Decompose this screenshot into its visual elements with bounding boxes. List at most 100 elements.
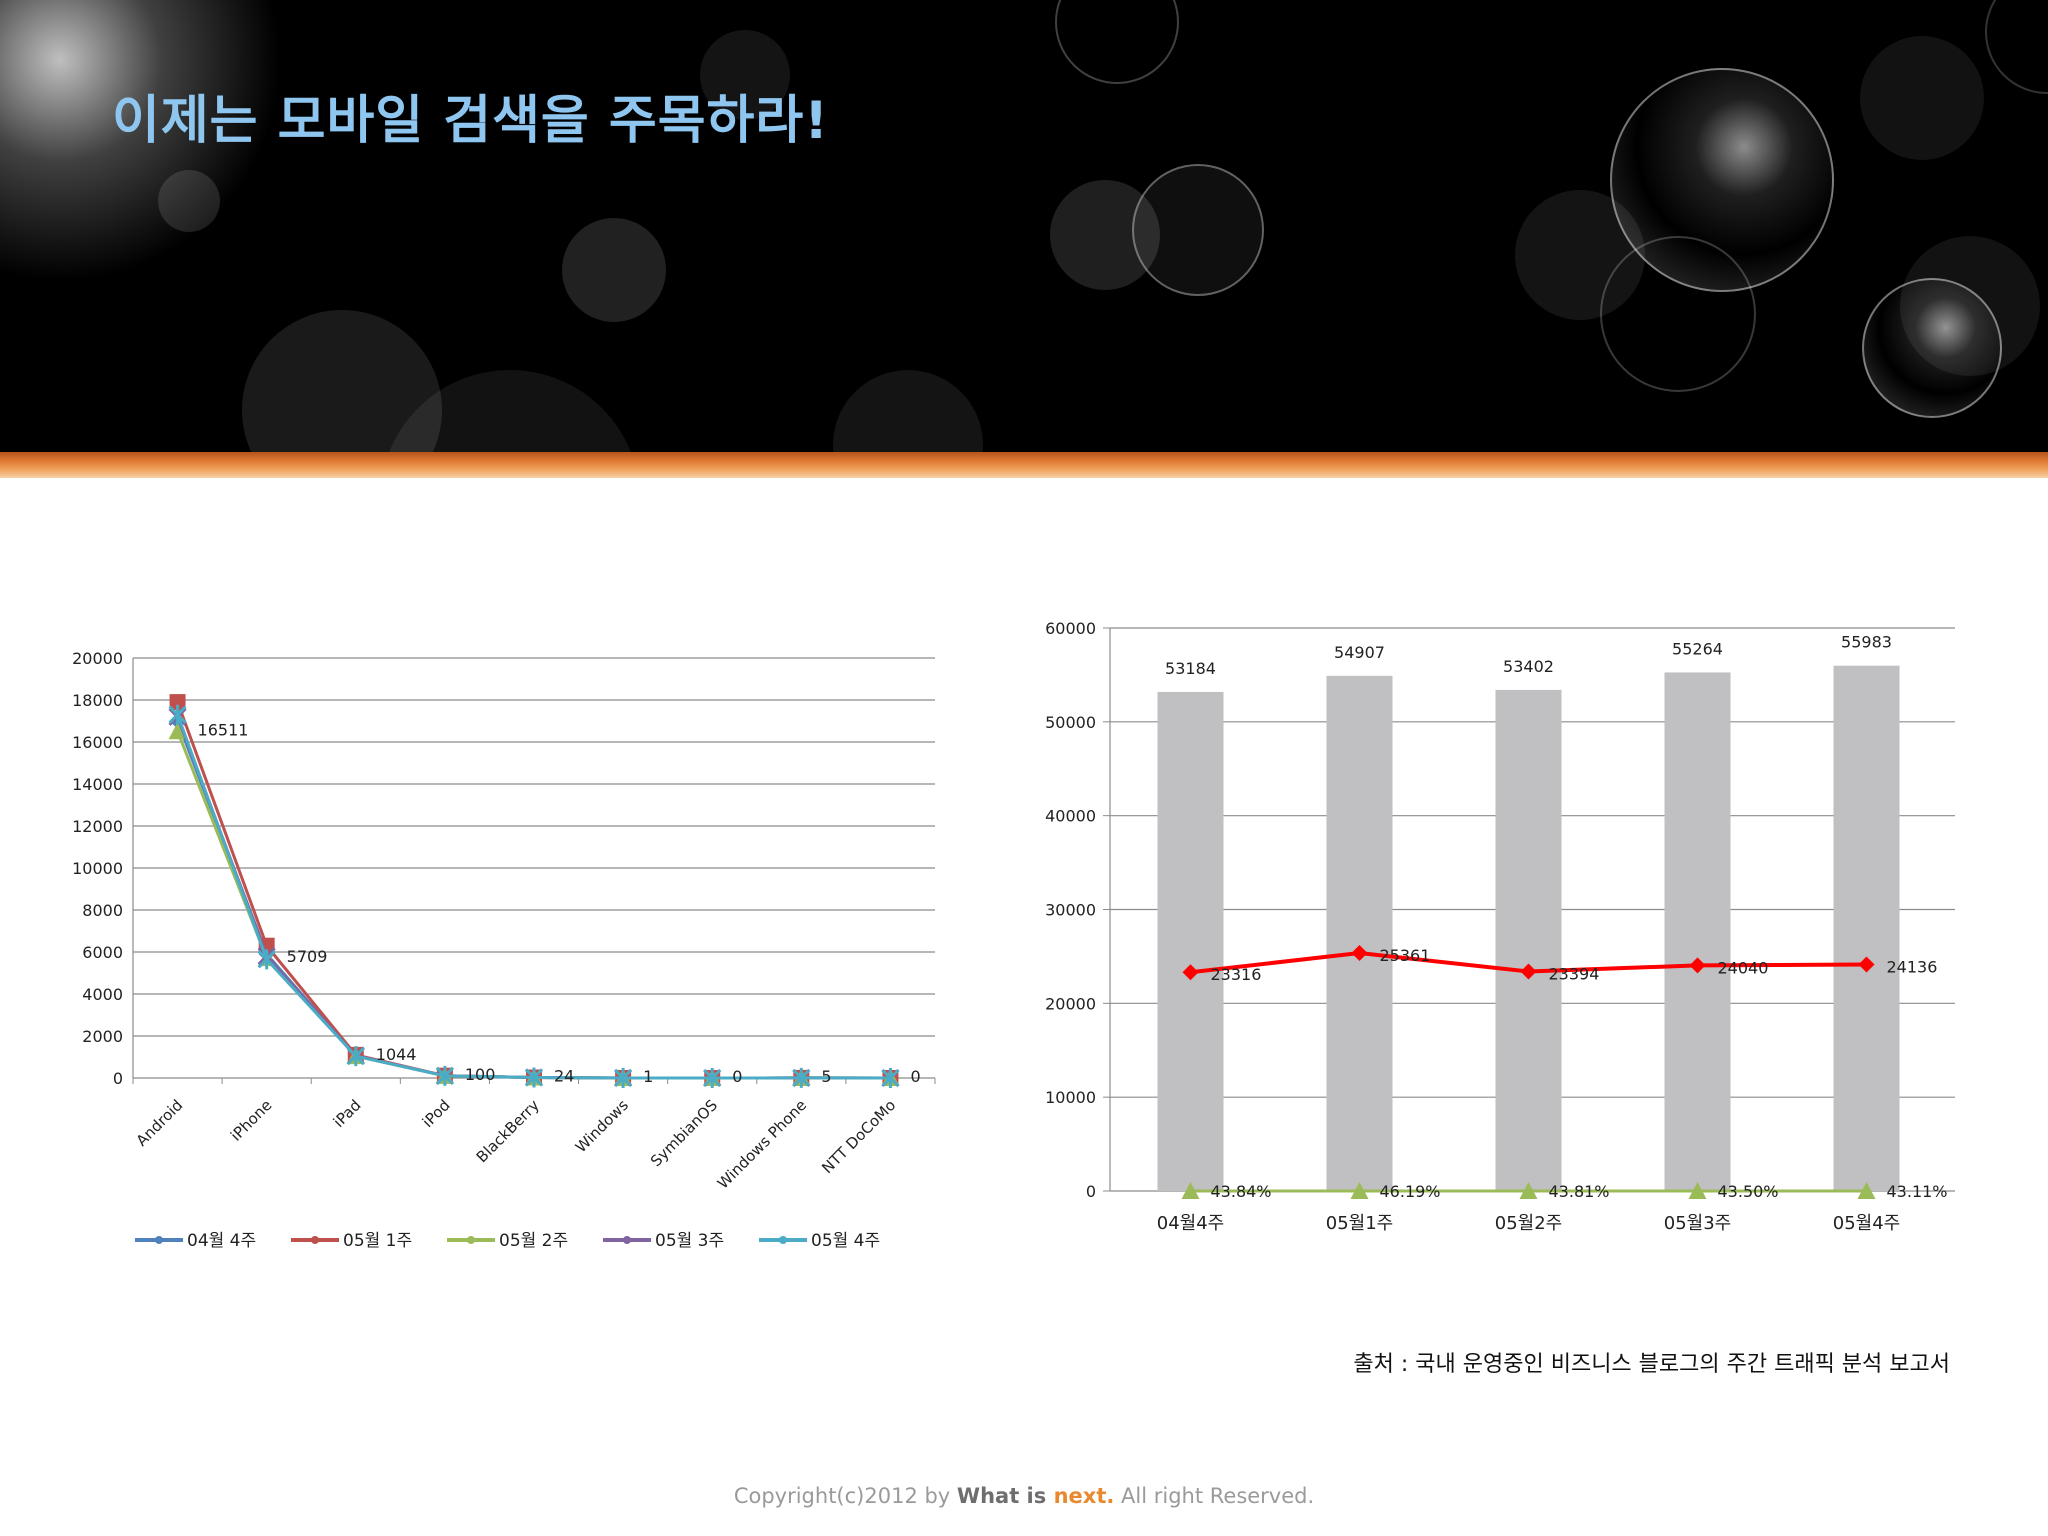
bar-value-label: 55264 (1672, 639, 1723, 658)
bubble-decoration (158, 170, 220, 232)
x-tick-label: iPhone (227, 1096, 276, 1145)
data-label: 5709 (287, 947, 328, 966)
series-line (176, 714, 891, 1080)
y-tick-label: 20000 (72, 649, 123, 668)
data-label: 24040 (1718, 958, 1769, 977)
series-04월 4주 (169, 713, 899, 1086)
data-point (1689, 957, 1706, 974)
x-tick-label: Windows Phone (714, 1096, 810, 1192)
legend-marker (155, 1236, 163, 1244)
y-tick-label: 0 (113, 1069, 123, 1088)
legend: 04월 4주 05월 1주 05월 2주 05월 3주 05월 4주 (135, 1231, 880, 1251)
y-tick-label: 4000 (82, 985, 123, 1004)
bubble-decoration (1860, 36, 1984, 160)
copyright: Copyright(c)2012 by What is next. All ri… (0, 1484, 2048, 1508)
legend-marker (779, 1236, 787, 1244)
y-tick-label: 10000 (72, 859, 123, 878)
y-tick-label: 30000 (1045, 901, 1096, 920)
bar-value-label: 55983 (1841, 633, 1892, 652)
data-point (1350, 1182, 1369, 1199)
series-line (176, 701, 891, 1080)
data-point (703, 1068, 722, 1088)
data-label: 0 (732, 1067, 742, 1086)
bar (1833, 665, 1900, 1191)
bar-value-label: 53402 (1503, 657, 1554, 676)
y-tick-label: 60000 (1045, 619, 1096, 638)
legend-label: 05월 2주 (499, 1231, 568, 1251)
weekly-bar-line-chart: 0 10000 20000 30000 40000 50000 60000 53184 5490… (1045, 619, 1955, 1234)
data-point (1519, 1182, 1538, 1199)
legend-marker (467, 1236, 475, 1244)
data-label: 16511 (198, 720, 249, 739)
bubble-decoration (833, 370, 983, 455)
data-label: 46.19% (1380, 1182, 1441, 1201)
bar (1157, 691, 1224, 1191)
y-tick-label: 14000 (72, 775, 123, 794)
header-banner: 이제는 모바일 검색을 주목하라! (0, 0, 2048, 455)
data-point (346, 1046, 365, 1067)
data-label: 23316 (1211, 965, 1262, 984)
data-point (614, 1067, 633, 1088)
red-line-series (1182, 945, 1875, 981)
x-tick-label: SymbianOS (647, 1096, 721, 1170)
legend-label: 05월 4주 (811, 1231, 880, 1251)
bar-series (1157, 665, 1900, 1191)
x-tick-label: 05월1주 (1326, 1213, 1393, 1234)
data-point (1181, 1182, 1200, 1199)
y-tick-label: 16000 (72, 733, 123, 752)
series-05월 4주 (168, 704, 900, 1088)
data-label: 100 (465, 1065, 496, 1084)
data-label: 24 (554, 1066, 574, 1085)
data-label: 43.84% (1211, 1182, 1272, 1201)
bubble-decoration (1132, 164, 1264, 296)
data-point (524, 1067, 544, 1088)
data-label: 0 (910, 1067, 920, 1086)
copyright-suffix: All right Reserved. (1114, 1484, 1315, 1508)
bar (1664, 672, 1731, 1191)
copyright-brand-next: next. (1053, 1484, 1115, 1508)
data-point (1858, 956, 1875, 973)
copyright-prefix: Copyright(c)2012 by (733, 1484, 957, 1508)
y-tick-label: 2000 (82, 1027, 123, 1046)
x-tick-label: Windows (572, 1096, 632, 1156)
series-line (176, 716, 891, 1080)
source-note: 출처 : 국내 운영중인 비즈니스 블로그의 주간 트래픽 분석 보고서 (1353, 1352, 1950, 1377)
bubble-decoration (1985, 0, 2048, 94)
data-point (257, 949, 276, 970)
x-tick-label: iPod (419, 1096, 454, 1131)
y-tick-label: 20000 (1045, 994, 1096, 1013)
data-label: 1044 (376, 1045, 417, 1064)
bar-value-label: 54907 (1334, 643, 1385, 662)
data-point (1520, 963, 1537, 980)
series-05월 3주 (168, 707, 900, 1088)
data-point (169, 694, 186, 711)
x-tick-label: 05월3주 (1664, 1213, 1731, 1234)
data-point (881, 1068, 900, 1088)
data-point (168, 722, 187, 740)
y-tick-label: 0 (1086, 1182, 1096, 1201)
bar (1495, 689, 1562, 1191)
legend-label: 05월 3주 (655, 1231, 724, 1251)
series-05월 1주 (169, 694, 899, 1086)
y-tick-label: 12000 (72, 817, 123, 836)
green-line-series (1181, 1182, 1876, 1199)
legend-marker (623, 1236, 631, 1244)
y-tick-label: 10000 (1045, 1088, 1096, 1107)
legend-marker (311, 1236, 319, 1244)
data-point (1857, 1182, 1876, 1199)
bubble-decoration (1055, 0, 1179, 84)
bubble-decoration (562, 218, 666, 322)
data-label: 25361 (1380, 946, 1431, 965)
x-tick-label: 05월4주 (1833, 1213, 1900, 1234)
data-point (1351, 945, 1368, 962)
y-tick-label: 6000 (82, 943, 123, 962)
device-line-chart: 0200040006000800010000120001400016000180… (72, 649, 936, 1251)
legend-label: 05월 1주 (343, 1231, 412, 1251)
data-point (1182, 964, 1199, 981)
bubble-decoration (700, 30, 790, 120)
data-point (168, 704, 187, 725)
data-label: 23394 (1549, 964, 1600, 983)
grid-lines (133, 657, 935, 1079)
bar (1326, 675, 1393, 1191)
data-point (792, 1067, 811, 1088)
